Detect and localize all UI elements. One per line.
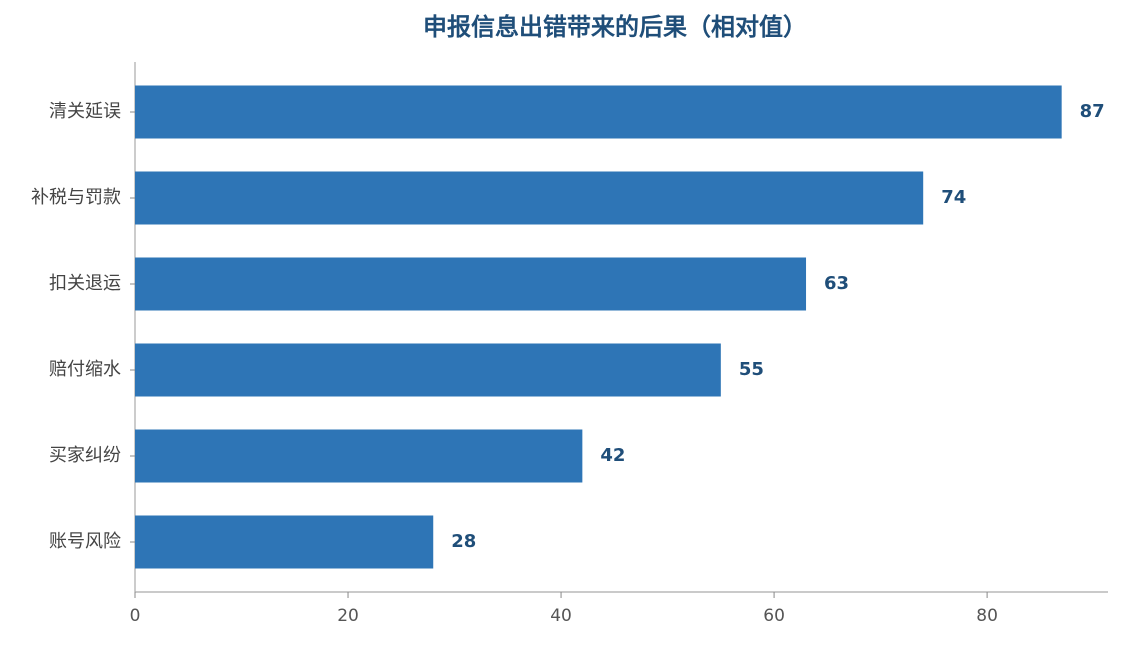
value-label: 55 — [739, 359, 764, 380]
chart-title: 申报信息出错带来的后果（相对值） — [423, 13, 807, 41]
value-label: 74 — [941, 187, 966, 208]
x-tick-label: 60 — [763, 606, 785, 626]
y-tick-label: 买家纠纷 — [49, 445, 121, 466]
y-tick-label: 账号风险 — [49, 531, 121, 552]
y-tick-label: 补税与罚款 — [31, 187, 121, 208]
x-tick-label: 0 — [130, 606, 141, 626]
x-tick-label: 40 — [550, 606, 572, 626]
x-tick-label: 20 — [337, 606, 359, 626]
y-tick-label: 清关延误 — [49, 101, 121, 122]
bar — [135, 85, 1062, 139]
bar — [135, 429, 583, 483]
bar — [135, 515, 434, 569]
value-label: 42 — [600, 445, 625, 466]
value-label: 63 — [824, 273, 849, 294]
value-label: 87 — [1080, 101, 1105, 122]
bar — [135, 257, 807, 311]
value-label: 28 — [451, 531, 476, 552]
y-tick-label: 赔付缩水 — [49, 359, 121, 380]
bar — [135, 171, 924, 225]
y-tick-label: 扣关退运 — [49, 273, 121, 294]
bar — [135, 343, 721, 397]
x-tick-label: 80 — [976, 606, 998, 626]
